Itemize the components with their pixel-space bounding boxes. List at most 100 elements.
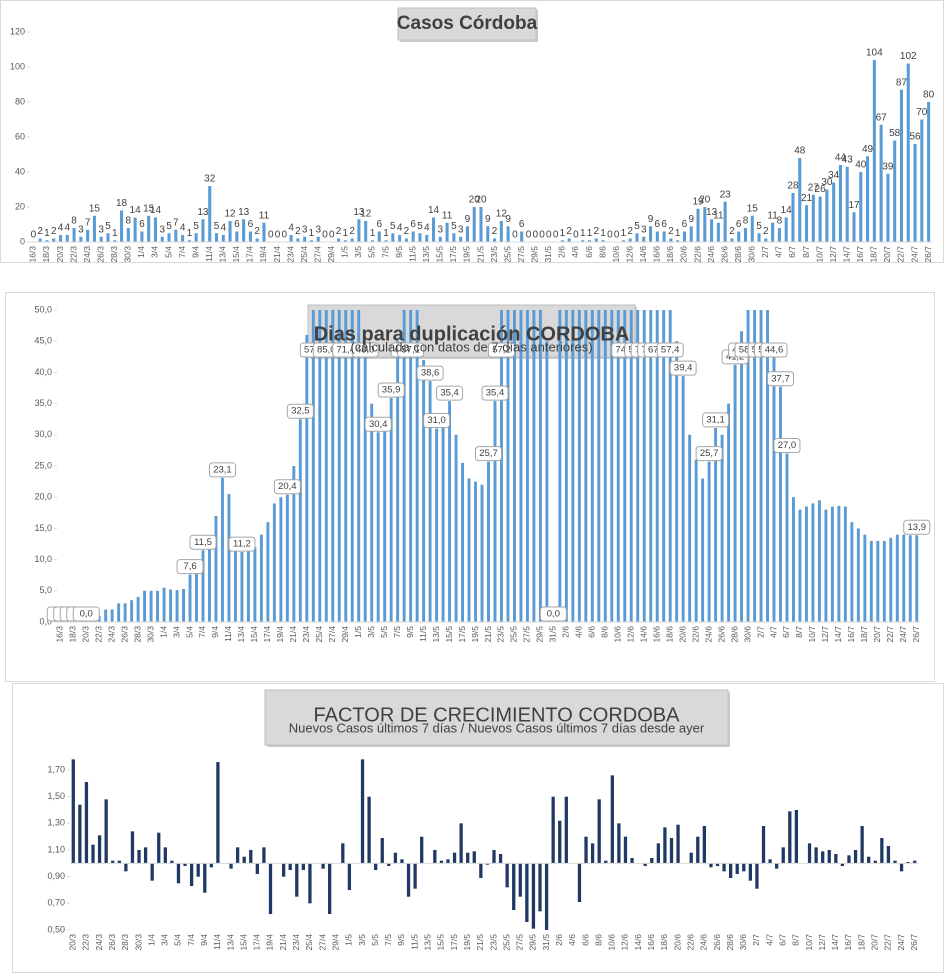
bar bbox=[716, 222, 720, 242]
bar bbox=[308, 863, 312, 904]
data-label-box bbox=[481, 385, 509, 401]
x-tick-label: 3/5 bbox=[353, 246, 363, 258]
data-label: 27,0 bbox=[778, 440, 797, 451]
chart-title: Casos Córdoba bbox=[397, 13, 538, 34]
x-tick-label: 4/7 bbox=[774, 246, 784, 258]
x-tick-label: 18/3 bbox=[41, 246, 51, 263]
y-tick-label: 0,0 bbox=[39, 616, 52, 626]
data-label: 0 bbox=[512, 230, 518, 241]
x-tick-label: 2/7 bbox=[760, 246, 770, 258]
data-label: 0 bbox=[268, 230, 274, 241]
x-tick-label: 7/4 bbox=[186, 934, 196, 946]
bar bbox=[603, 310, 607, 622]
growth-chart: 0,50 0,70 0,90 1,10 1,30 1,50 1,70 20/3 22/3 24/3… bbox=[12, 683, 944, 973]
bar bbox=[413, 863, 417, 889]
data-label: 13 bbox=[197, 207, 209, 218]
data-label: 6 bbox=[655, 219, 661, 230]
data-label: 0 bbox=[322, 230, 328, 241]
bar bbox=[727, 403, 731, 622]
x-tick-label: 5/4 bbox=[173, 934, 183, 946]
bar bbox=[681, 376, 685, 622]
x-tick-label: 23/4 bbox=[301, 626, 311, 643]
bar bbox=[350, 310, 354, 622]
bar bbox=[814, 847, 818, 864]
x-tick-label: 22/3 bbox=[81, 934, 91, 951]
bar bbox=[682, 231, 686, 242]
x-tick-label: 24/3 bbox=[106, 626, 116, 643]
bar bbox=[58, 235, 63, 242]
x-tick-label: 19/4 bbox=[275, 626, 285, 643]
bar bbox=[343, 240, 347, 242]
data-label: 26 bbox=[815, 184, 827, 195]
bar bbox=[150, 863, 154, 881]
bar bbox=[303, 236, 307, 242]
x-tick-label: 15/5 bbox=[444, 626, 454, 643]
bar bbox=[400, 859, 404, 864]
y-tick-label: 60 bbox=[15, 131, 25, 141]
data-label: 80 bbox=[923, 90, 935, 101]
bar bbox=[493, 238, 497, 242]
bar bbox=[759, 310, 763, 622]
bar bbox=[730, 238, 734, 242]
x-tick-label: 18/6 bbox=[665, 246, 675, 263]
data-label: 56 bbox=[909, 132, 921, 143]
x-tick-label: 24/6 bbox=[706, 246, 716, 263]
x-tick-label: 19/4 bbox=[265, 934, 275, 951]
data-label-box bbox=[423, 413, 451, 429]
bar bbox=[363, 353, 367, 622]
bar bbox=[143, 847, 148, 864]
x-tick-label: 15/4 bbox=[238, 934, 248, 951]
bar bbox=[91, 844, 95, 864]
bar bbox=[169, 589, 173, 622]
data-label-box bbox=[903, 519, 931, 535]
x-tick-label: 28/3 bbox=[132, 626, 142, 643]
bar bbox=[531, 863, 536, 929]
x-tick-label: 6/7 bbox=[777, 934, 787, 946]
title-box bbox=[264, 689, 729, 746]
bar bbox=[454, 434, 458, 622]
bar bbox=[821, 851, 825, 864]
data-label: 9 bbox=[505, 214, 511, 225]
bar bbox=[445, 222, 449, 242]
x-tick-label: 26/6 bbox=[719, 246, 729, 263]
bar bbox=[195, 565, 198, 622]
x-tick-label: 8/6 bbox=[593, 934, 603, 946]
bar bbox=[505, 863, 509, 888]
bar bbox=[411, 231, 415, 242]
bar bbox=[479, 863, 483, 879]
bar bbox=[893, 860, 897, 864]
data-label: 13 bbox=[353, 207, 365, 218]
bar bbox=[86, 229, 90, 242]
data-label: 35,9 bbox=[382, 384, 401, 395]
bar bbox=[908, 535, 912, 622]
data-label: 32,5 bbox=[291, 406, 310, 417]
bar bbox=[162, 587, 166, 622]
bar bbox=[196, 863, 200, 877]
bar bbox=[845, 166, 849, 242]
x-tick-label: 27/5 bbox=[515, 934, 525, 951]
data-label: 0 bbox=[539, 230, 545, 241]
x-tick-label: 22/3 bbox=[68, 246, 78, 263]
data-label: 30 bbox=[821, 177, 833, 188]
bar bbox=[235, 847, 240, 864]
data-label: 2 bbox=[295, 226, 301, 237]
x-tick-label: 22/7 bbox=[883, 934, 893, 951]
y-tick-label: 100 bbox=[10, 61, 25, 71]
data-label: 2 bbox=[349, 226, 355, 237]
data-label: 7,6 bbox=[183, 561, 196, 572]
bar bbox=[78, 804, 82, 864]
bar bbox=[347, 863, 352, 891]
data-label: 5 bbox=[214, 221, 220, 232]
bar bbox=[486, 226, 490, 242]
x-tick-label: 12/6 bbox=[620, 934, 630, 951]
bar bbox=[448, 401, 452, 622]
x-tick-label: 2/6 bbox=[554, 934, 564, 946]
x-tick-label: 30/6 bbox=[742, 626, 752, 643]
bar bbox=[259, 534, 263, 622]
x-tick-label: 27/5 bbox=[522, 626, 532, 643]
bar bbox=[886, 846, 891, 864]
bar bbox=[676, 824, 680, 864]
bar bbox=[110, 609, 114, 622]
x-tick-label: 13/4 bbox=[218, 246, 228, 263]
